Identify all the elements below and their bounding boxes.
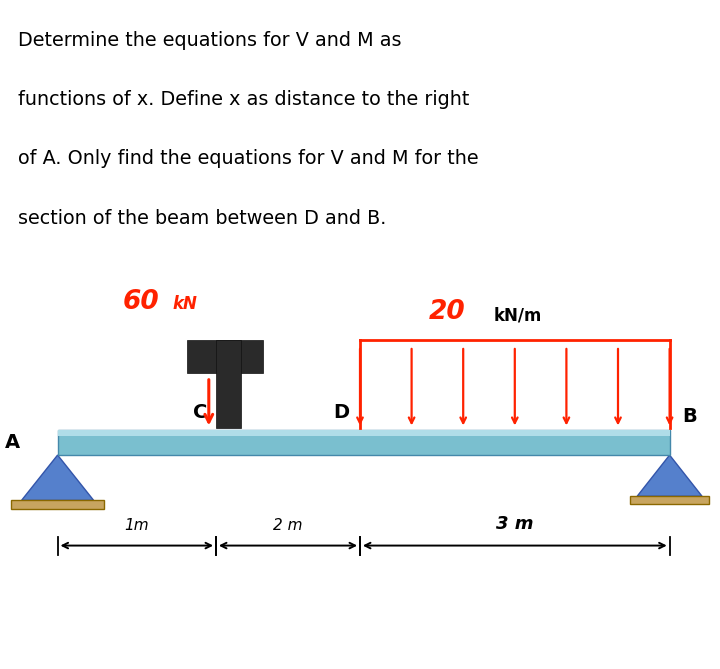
Text: kN: kN bbox=[173, 295, 198, 313]
Text: 3 m: 3 m bbox=[496, 515, 534, 533]
Text: D: D bbox=[333, 403, 349, 422]
Text: B: B bbox=[683, 407, 697, 426]
Text: 1m: 1m bbox=[125, 518, 149, 533]
Text: 2 m: 2 m bbox=[274, 518, 302, 533]
Text: 60: 60 bbox=[122, 289, 159, 315]
Polygon shape bbox=[22, 455, 94, 500]
Text: C: C bbox=[193, 403, 207, 422]
Text: Determine the equations for V and M as: Determine the equations for V and M as bbox=[18, 31, 402, 50]
Text: A: A bbox=[5, 434, 20, 452]
Text: kN/m: kN/m bbox=[493, 306, 541, 324]
Polygon shape bbox=[11, 500, 104, 508]
Text: section of the beam between D and B.: section of the beam between D and B. bbox=[18, 209, 387, 227]
Polygon shape bbox=[58, 430, 670, 455]
Polygon shape bbox=[630, 496, 709, 504]
Polygon shape bbox=[637, 455, 702, 496]
Polygon shape bbox=[216, 340, 241, 428]
Text: functions of x. Define x as distance to the right: functions of x. Define x as distance to … bbox=[18, 90, 469, 109]
Text: of A. Only find the equations for V and M for the: of A. Only find the equations for V and … bbox=[18, 149, 479, 169]
Polygon shape bbox=[187, 340, 263, 373]
Text: 20: 20 bbox=[428, 300, 465, 325]
Polygon shape bbox=[58, 430, 670, 436]
